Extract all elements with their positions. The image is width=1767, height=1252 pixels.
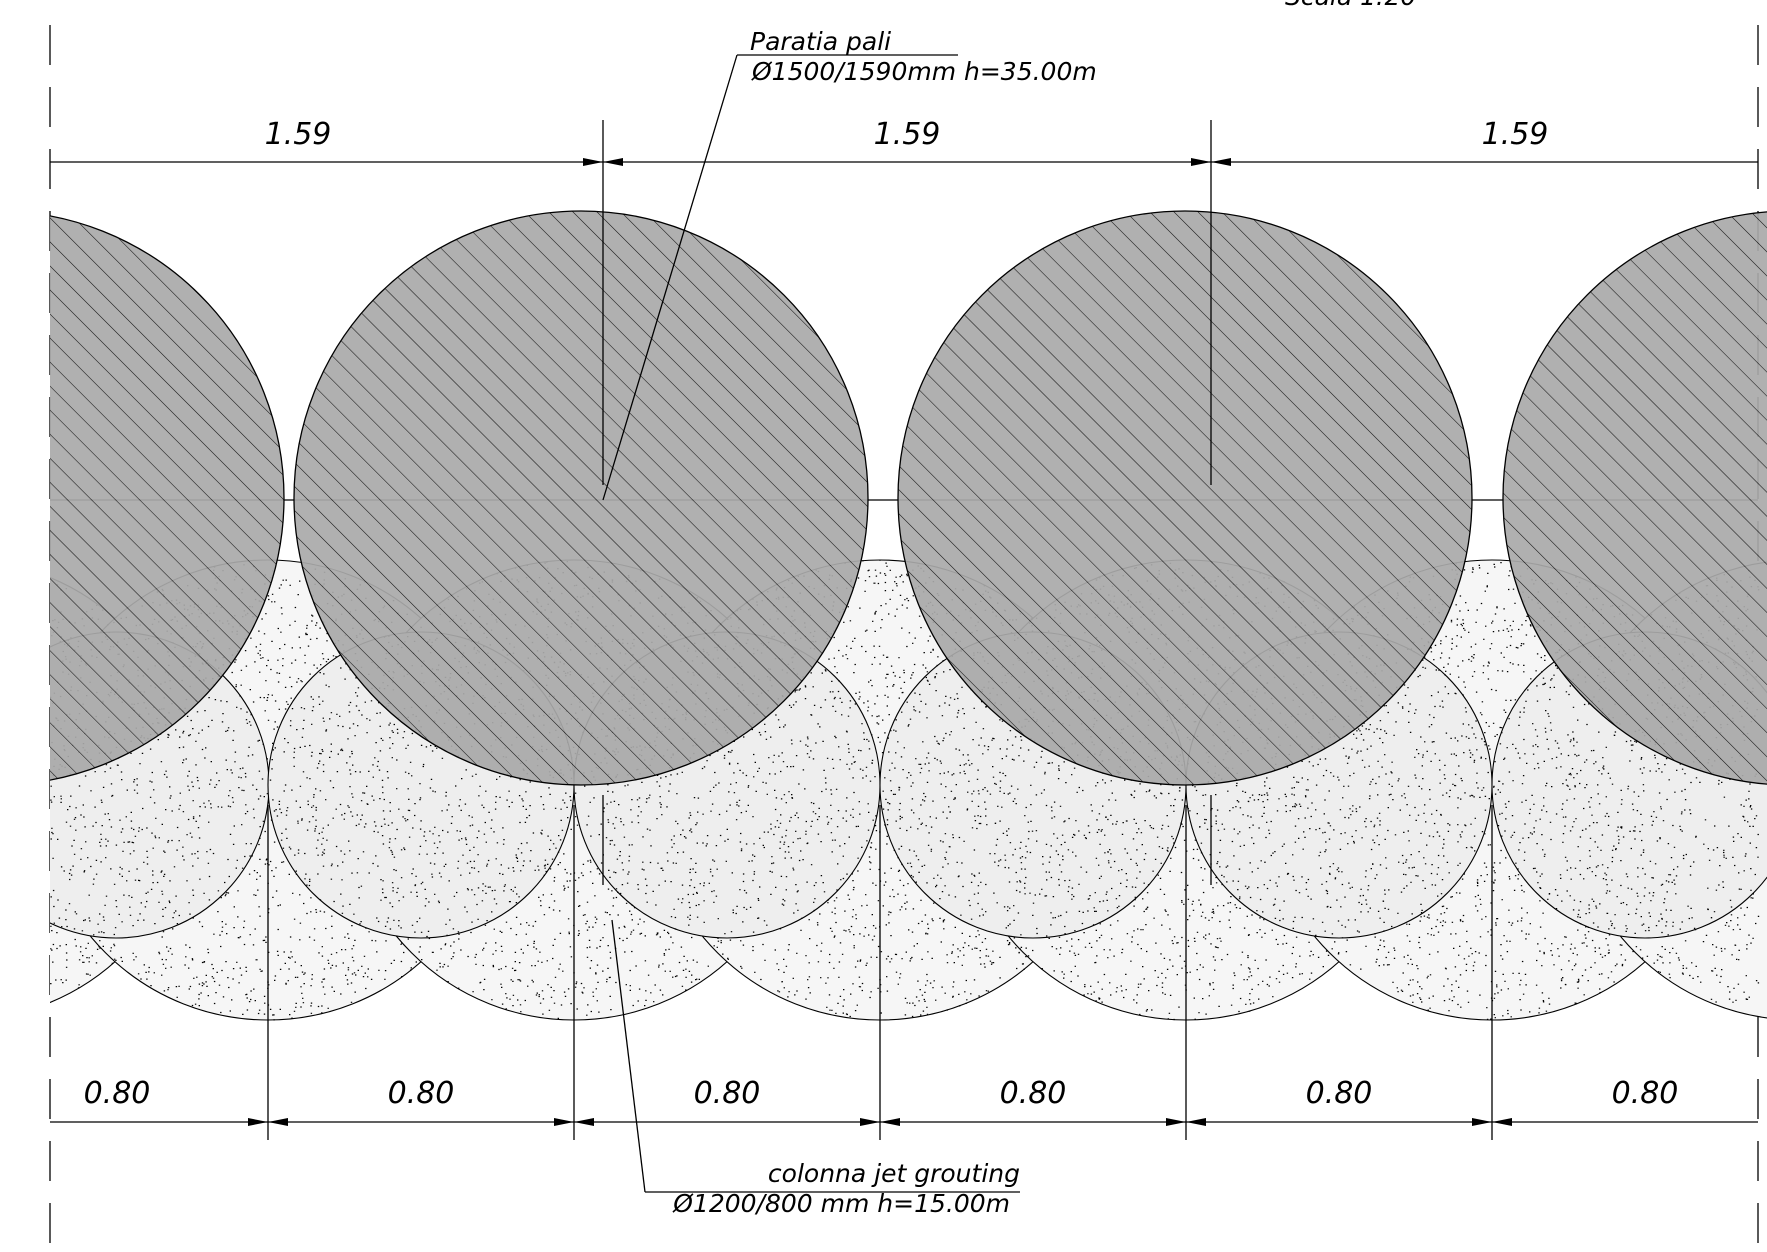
pile-callout-leader <box>602 54 958 501</box>
dim-pile-spacing-2: 1.59 <box>874 117 941 152</box>
dim-jet-spacing-6: 0.80 <box>1612 1076 1679 1111</box>
jet-grouting-columns <box>50 559 1767 1021</box>
dim-jet-spacing-1: 0.80 <box>84 1076 151 1111</box>
scale-label: Scala 1:20 <box>1285 0 1416 11</box>
dim-jet-spacing-3: 0.80 <box>694 1076 761 1111</box>
dim-jet-spacing-2: 0.80 <box>388 1076 455 1111</box>
dim-jet-spacing-5: 0.80 <box>1306 1076 1373 1111</box>
bottom-dimension-line <box>50 1118 1758 1126</box>
dim-jet-spacing-4: 0.80 <box>1000 1076 1067 1111</box>
piles <box>50 210 1767 786</box>
pile-callout-title: Paratia pali <box>750 27 891 56</box>
pile-callout-spec: Ø1500/1590mm h=35.00m <box>751 57 1097 86</box>
jet-callout-spec: Ø1200/800 mm h=15.00m <box>672 1189 1010 1218</box>
dim-pile-spacing-3: 1.59 <box>1482 117 1549 152</box>
pile-section <box>1502 211 1767 785</box>
jet-callout-title: colonna jet grouting <box>768 1159 1020 1188</box>
pile-section <box>50 215 285 781</box>
top-dimension-line <box>50 158 1758 166</box>
jet-callout-leader <box>611 919 1020 1193</box>
pile-section <box>897 210 1473 786</box>
dim-pile-spacing-1: 1.59 <box>265 117 332 152</box>
pile-section <box>293 210 869 786</box>
